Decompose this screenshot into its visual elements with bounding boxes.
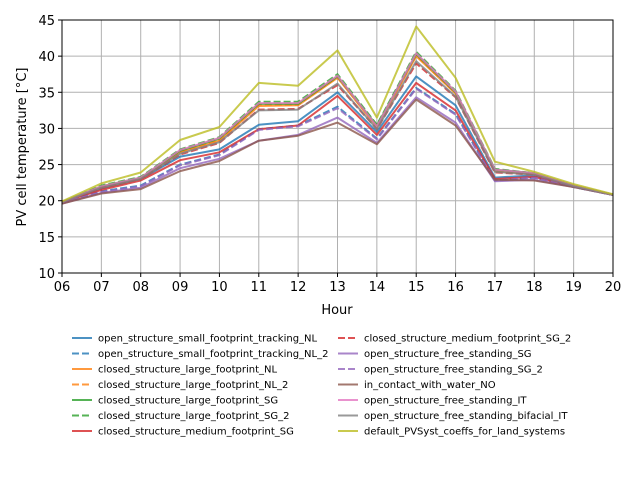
- x-tick-label: 06: [54, 280, 71, 295]
- series-line-closed-structure-medium-footprint-SG: [61, 81, 614, 204]
- y-tick-label: 30: [38, 122, 55, 137]
- x-tick-label: 20: [605, 280, 622, 295]
- legend-label: closed_structure_large_footprint_NL_2: [98, 380, 288, 391]
- x-tick-label: 11: [251, 280, 268, 295]
- x-axis-label: Hour: [321, 303, 353, 318]
- x-tick-label: 08: [132, 280, 149, 295]
- y-tick-label: 10: [38, 267, 55, 282]
- legend-label: closed_structure_large_footprint_NL: [98, 365, 277, 376]
- x-tick-label: 15: [408, 280, 425, 295]
- y-tick-label: 45: [38, 14, 55, 29]
- legend-label: closed_structure_large_footprint_SG_2: [98, 411, 289, 422]
- legend-label: open_structure_free_standing_bifacial_IT: [364, 411, 568, 422]
- legend-label: closed_structure_medium_footprint_SG: [98, 427, 294, 438]
- y-axis: 10 15 20 25 30 35 40 45: [38, 14, 62, 282]
- series-line-open-structure-free-standing-bifacial-IT: [61, 60, 614, 204]
- legend-label: open_structure_free_standing_SG_2: [364, 365, 543, 376]
- series-line-open-structure-free-standing-IT: [61, 52, 614, 204]
- series-lines: [61, 25, 614, 205]
- x-tick-label: 18: [526, 280, 543, 295]
- legend-label: open_structure_free_standing_SG: [364, 349, 532, 360]
- legend-label: open_structure_small_footprint_tracking_…: [98, 334, 318, 345]
- x-tick-label: 16: [447, 280, 464, 295]
- y-tick-label: 25: [38, 159, 55, 174]
- y-tick-label: 20: [38, 195, 55, 210]
- x-tick-label: 19: [565, 280, 582, 295]
- legend-label: in_contact_with_water_NO: [364, 380, 496, 391]
- legend-label: closed_structure_medium_footprint_SG_2: [364, 334, 571, 345]
- x-tick-label: 13: [329, 280, 346, 295]
- y-tick-label: 40: [38, 50, 55, 65]
- series-line-default-PVSyst-coeffs-for-land-systems: [61, 25, 614, 203]
- series-line-open-structure-free-standing-SG-2: [61, 87, 614, 204]
- x-tick-label: 07: [93, 280, 110, 295]
- x-axis: 06 07 08 09 10 11 12 13 14 15 16 17 18 19 20: [54, 273, 622, 295]
- x-tick-label: 17: [487, 280, 504, 295]
- series-line-closed-structure-large-footprint-SG-2: [61, 50, 614, 204]
- legend-label: open_structure_small_footprint_tracking_…: [98, 349, 328, 360]
- x-tick-label: 09: [172, 280, 189, 295]
- legend: open_structure_small_footprint_tracking_…: [72, 334, 571, 438]
- x-tick-label: 10: [211, 280, 228, 295]
- series-line-in-contact-with-water-NO: [61, 98, 614, 205]
- legend-label: closed_structure_large_footprint_SG: [98, 396, 278, 407]
- y-axis-label: PV cell temperature [°C]: [15, 68, 30, 227]
- legend-label: default_PVSyst_coeffs_for_land_systems: [364, 427, 565, 438]
- grid: [61, 19, 614, 274]
- x-tick-label: 14: [369, 280, 386, 295]
- x-tick-label: 12: [290, 280, 307, 295]
- legend-label: open_structure_free_standing_IT: [364, 396, 527, 407]
- y-tick-label: 15: [38, 231, 55, 246]
- y-tick-label: 35: [38, 86, 55, 101]
